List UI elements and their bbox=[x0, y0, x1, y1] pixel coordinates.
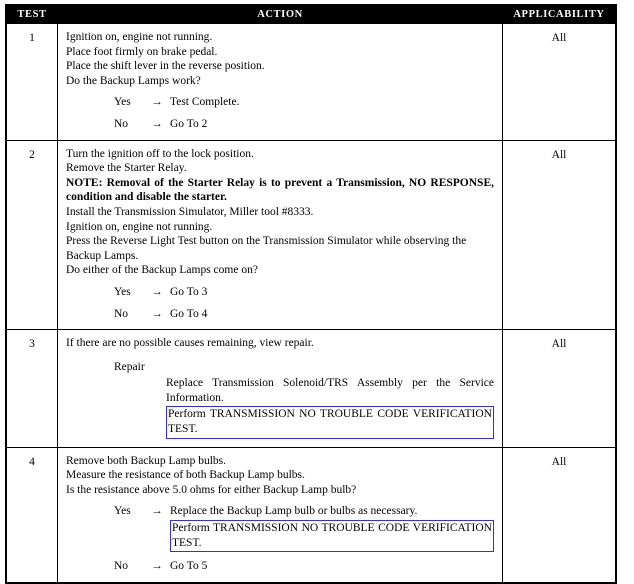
table-row: 1 Ignition on, engine not running. Place… bbox=[5, 23, 617, 141]
action-line: If there are no possible causes remainin… bbox=[66, 337, 314, 350]
verification-test-link[interactable]: Perform TRANSMISSION NO TROUBLE CODE VER… bbox=[170, 520, 494, 553]
repair-label: Repair bbox=[114, 360, 145, 373]
action-line: Remove the Starter Relay. bbox=[66, 162, 187, 175]
column-header-applicability: APPLICABILITY bbox=[502, 4, 617, 24]
action-cell: Turn the ignition off to the lock positi… bbox=[57, 139, 503, 331]
action-line: Press the Reverse Light Test button on t… bbox=[66, 235, 470, 262]
applicability-value: All bbox=[502, 23, 617, 141]
branch-yes: Yes → Go To 3 bbox=[114, 285, 494, 300]
applicability-value: All bbox=[502, 139, 617, 331]
note-text: NOTE: Removal of the Starter Relay is to… bbox=[66, 176, 494, 204]
branch-result: Test Complete. bbox=[170, 96, 240, 109]
applicability-value: All bbox=[502, 329, 617, 448]
arrow-icon: → bbox=[151, 117, 163, 130]
branch-no: No → Go To 2 bbox=[114, 117, 494, 132]
arrow-icon: → bbox=[151, 560, 163, 573]
branch-result: Go To 2 bbox=[170, 117, 208, 130]
applicability-value: All bbox=[502, 446, 617, 584]
action-line: Turn the ignition off to the lock positi… bbox=[66, 147, 254, 160]
action-line: Remove both Backup Lamp bulbs. bbox=[66, 454, 227, 467]
action-cell: Ignition on, engine not running. Place f… bbox=[57, 23, 503, 141]
branch-key: No bbox=[114, 560, 129, 573]
arrow-icon: → bbox=[151, 285, 163, 298]
repair-instruction: Replace Transmission Solenoid/TRS Assemb… bbox=[166, 377, 494, 404]
action-line: Measure the resistance of both Backup La… bbox=[66, 469, 305, 482]
verification-test-link[interactable]: Perform TRANSMISSION NO TROUBLE CODE VER… bbox=[166, 406, 494, 439]
diagnostic-procedure-table: TEST ACTION APPLICABILITY 1 Ignition on,… bbox=[5, 4, 617, 584]
arrow-icon: → bbox=[151, 307, 163, 320]
branch-key: No bbox=[114, 117, 129, 130]
arrow-icon: → bbox=[151, 96, 163, 109]
table-body: 1 Ignition on, engine not running. Place… bbox=[5, 23, 617, 584]
branch-yes: Yes → Test Complete. bbox=[114, 95, 494, 110]
branch-result: Go To 3 bbox=[170, 285, 208, 298]
branch-key: No bbox=[114, 307, 129, 320]
action-line: Place the shift lever in the reverse pos… bbox=[66, 60, 265, 73]
action-question: Is the resistance above 5.0 ohms for eit… bbox=[66, 483, 357, 496]
table-row: 2 Turn the ignition off to the lock posi… bbox=[5, 139, 617, 331]
action-line: Install the Transmission Simulator, Mill… bbox=[66, 205, 314, 218]
repair-body: Replace Transmission Solenoid/TRS Assemb… bbox=[166, 376, 494, 439]
branch-result: Go To 4 bbox=[170, 307, 208, 320]
action-cell: If there are no possible causes remainin… bbox=[57, 329, 503, 448]
branch-result: Go To 5 bbox=[170, 560, 208, 573]
branch-key: Yes bbox=[114, 96, 131, 109]
header-row: TEST ACTION APPLICABILITY bbox=[5, 4, 617, 24]
action-line: Place foot firmly on brake pedal. bbox=[66, 45, 218, 58]
action-cell: Remove both Backup Lamp bulbs. Measure t… bbox=[57, 446, 503, 584]
table-row: 4 Remove both Backup Lamp bulbs. Measure… bbox=[5, 446, 617, 584]
column-header-action: ACTION bbox=[57, 4, 503, 24]
test-number: 1 bbox=[5, 23, 58, 141]
branch-result-text: Replace the Backup Lamp bulb or bulbs as… bbox=[170, 505, 418, 518]
branch-result: Replace the Backup Lamp bulb or bulbs as… bbox=[170, 504, 494, 553]
branch-key: Yes bbox=[114, 285, 131, 298]
branch-no: No → Go To 5 bbox=[114, 559, 494, 574]
table-row: 3 If there are no possible causes remain… bbox=[5, 329, 617, 448]
branch-yes: Yes → Replace the Backup Lamp bulb or bu… bbox=[114, 504, 494, 553]
branch-key: Yes bbox=[114, 505, 131, 518]
action-line: Ignition on, engine not running. bbox=[66, 31, 213, 43]
action-line: Ignition on, engine not running. bbox=[66, 220, 213, 233]
page-root: TEST ACTION APPLICABILITY 1 Ignition on,… bbox=[5, 4, 617, 584]
column-header-test: TEST bbox=[5, 4, 58, 24]
test-number: 4 bbox=[5, 446, 58, 584]
branch-no: No → Go To 4 bbox=[114, 307, 494, 322]
test-number: 3 bbox=[5, 329, 58, 448]
arrow-icon: → bbox=[151, 505, 163, 518]
action-question: Do the Backup Lamps work? bbox=[66, 74, 201, 87]
test-number: 2 bbox=[5, 139, 58, 331]
table-header: TEST ACTION APPLICABILITY bbox=[5, 4, 617, 24]
action-question: Do either of the Backup Lamps come on? bbox=[66, 264, 258, 277]
